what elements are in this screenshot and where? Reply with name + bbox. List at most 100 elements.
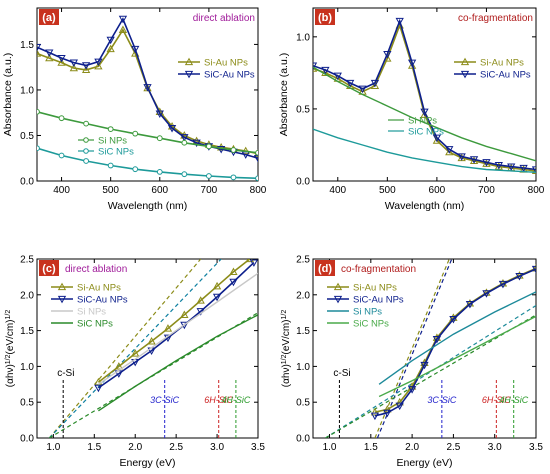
y-tick-label: 2.5 xyxy=(296,255,310,266)
data-point-sic-au-nps xyxy=(212,293,222,302)
y-axis-label-sup: 1/2 xyxy=(5,310,12,320)
chart-panel-c: 1.0 1.5 2.0 2.5 3.0 3.5 0.0 0.5 1.0 1.5 2.0 2.5 Ener… xyxy=(5,255,266,470)
data-point-sic-au-nps xyxy=(482,290,491,298)
legend-label: Si-Au NPs xyxy=(77,283,121,294)
data-point-si-au-nps xyxy=(229,267,238,276)
panel-tag-bg xyxy=(315,9,335,25)
data-point-sic-au-nps xyxy=(370,79,380,88)
reference-marker-label: 3C-SiC xyxy=(427,395,457,405)
reference-marker-label: 4H-SiC xyxy=(499,395,529,405)
data-point-sic-au-nps xyxy=(155,110,164,118)
y-tick-label: 0.5 xyxy=(20,398,34,409)
data-point-sic-au-nps xyxy=(482,159,491,167)
data-point-si-au-nps xyxy=(94,61,103,70)
data-point-sic-nps xyxy=(58,152,65,159)
reference-marker-label: 4H-SiC xyxy=(221,395,251,405)
data-point-si-nps xyxy=(37,108,40,115)
x-tick-label: 3.0 xyxy=(488,442,502,453)
data-point-sic-nps xyxy=(255,175,258,181)
data-point-sic-au-nps xyxy=(167,125,177,133)
legend-label: SiC-Au NPs xyxy=(204,70,255,81)
y-tick-label: 0.5 xyxy=(296,104,310,115)
y-tick-label: 1.5 xyxy=(20,40,34,51)
series-line-si-au-nps xyxy=(313,22,536,172)
panel-tag-bg xyxy=(315,260,335,276)
data-point-si-nps xyxy=(132,130,139,137)
data-point-sic-au-nps xyxy=(469,156,479,164)
data-point-sic-au-nps xyxy=(94,384,103,393)
data-point-sic-au-nps xyxy=(37,44,42,52)
series-line-sic-nps xyxy=(37,147,258,180)
legend-marker xyxy=(83,137,89,143)
data-point-sic-au-nps xyxy=(143,84,152,92)
series-line-si-au-nps xyxy=(97,259,251,383)
data-point-si-nps xyxy=(83,120,90,127)
panel-title: co-fragmentation xyxy=(341,264,416,275)
chart-panel-a: 400 500 600 700 800 0.0 0.5 1.0 1.5 Wavelength (n… xyxy=(2,7,267,212)
legend-label: Si NPs xyxy=(98,136,127,147)
x-tick-label: 400 xyxy=(329,185,346,196)
x-tick-label: 2.0 xyxy=(128,442,142,453)
data-point-si-au-nps xyxy=(81,65,91,74)
data-point-si-au-nps xyxy=(531,263,536,272)
data-point-sic-nps xyxy=(156,168,163,175)
y-tick-label: 1.5 xyxy=(20,326,34,337)
x-tick-label: 1.5 xyxy=(364,442,378,453)
legend-marker xyxy=(460,70,470,79)
x-tick-label: 600 xyxy=(429,185,446,196)
x-tick-label: 1.0 xyxy=(46,442,60,453)
legend-label: Si-Au NPs xyxy=(480,58,524,69)
x-tick-label: 700 xyxy=(478,185,495,196)
data-point-si-au-nps xyxy=(131,349,140,357)
legend-marker xyxy=(57,282,67,291)
data-point-si-au-nps xyxy=(114,362,124,370)
x-tick-label: 400 xyxy=(53,185,70,196)
data-point-sic-au-nps xyxy=(358,85,367,94)
x-tick-label: 800 xyxy=(250,185,267,196)
series-line-sic-nps xyxy=(98,314,258,412)
data-point-sic-au-nps xyxy=(57,54,66,63)
legend-marker xyxy=(460,57,470,66)
y-axis-label: Absorbance (a.u.) xyxy=(278,53,290,136)
legend-label: Si NPs xyxy=(408,116,437,127)
data-point-si-au-nps xyxy=(180,310,189,318)
panel-tag-bg xyxy=(39,260,59,276)
data-point-sic-au-nps xyxy=(395,402,404,411)
legend-marker xyxy=(333,295,343,304)
x-tick-label: 700 xyxy=(201,185,218,196)
legend-marker xyxy=(83,148,89,154)
y-tick-label: 1.0 xyxy=(20,85,34,96)
panel-tag: (c) xyxy=(42,263,56,275)
data-point-sic-au-nps xyxy=(445,146,454,154)
data-point-si-au-nps xyxy=(212,281,222,290)
panel-tag: (d) xyxy=(318,263,332,275)
y-tick-label: 1.5 xyxy=(296,326,310,337)
plot-area xyxy=(48,259,258,438)
legend-label: SiC-Au NPs xyxy=(480,70,531,81)
data-point-sic-au-nps xyxy=(106,36,115,45)
y-tick-label: 1.0 xyxy=(20,362,34,373)
legend-label: SiC NPs xyxy=(98,147,134,158)
data-point-si-au-nps xyxy=(69,63,78,72)
x-tick-label: 800 xyxy=(528,185,545,196)
data-point-sic-nps xyxy=(107,162,114,169)
data-point-si-au-nps xyxy=(106,44,115,53)
data-point-si-au-nps xyxy=(37,49,42,57)
data-point-sic-nps xyxy=(132,166,139,173)
data-point-sic-au-nps xyxy=(81,62,91,70)
data-point-si-au-nps xyxy=(445,147,454,156)
data-point-sic-au-nps xyxy=(217,145,226,154)
data-point-sic-au-nps xyxy=(118,15,128,24)
plot-area xyxy=(313,17,536,175)
y-axis-label-sup: 1/2 xyxy=(5,354,12,364)
data-point-si-nps xyxy=(156,135,163,142)
plot-frame xyxy=(312,258,537,439)
plot-frame xyxy=(36,7,259,182)
legend-label: SiC-Au NPs xyxy=(77,295,128,306)
fit-line xyxy=(48,259,222,438)
data-point-sic-au-nps xyxy=(498,280,508,289)
data-point-sic-au-nps xyxy=(515,273,524,281)
x-tick-label: 500 xyxy=(102,185,119,196)
series-line-si-au-nps xyxy=(37,28,258,155)
